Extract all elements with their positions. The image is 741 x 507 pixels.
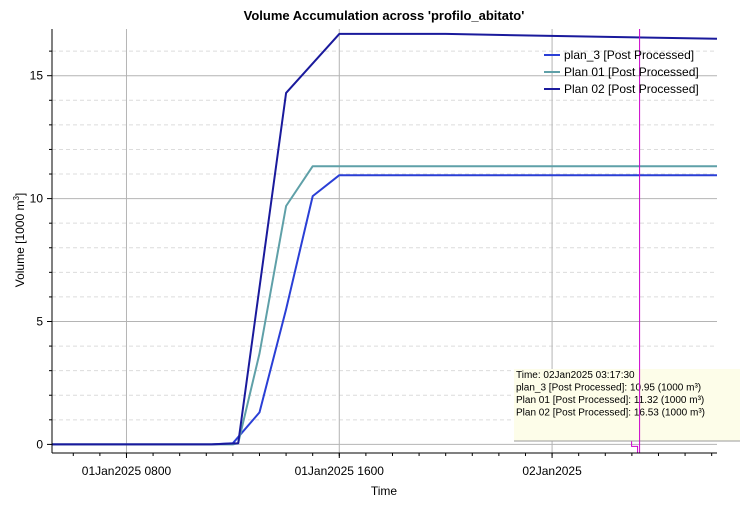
time-cursor-marker (631, 441, 639, 453)
legend-label-3[interactable]: Plan 02 [Post Processed] (564, 82, 699, 96)
y-tick-label: 5 (36, 314, 43, 328)
y-axis-label: Volume [1000 m3] (12, 193, 27, 288)
grid-layer (52, 29, 717, 453)
cursor-layer (631, 29, 641, 453)
legend-label-1[interactable]: plan_3 [Post Processed] (564, 48, 694, 62)
tooltip-plan01-line: Plan 01 [Post Processed]: 11.32 (1000 m³… (516, 395, 704, 406)
series-layer (52, 32, 718, 446)
tooltip-box (514, 369, 740, 441)
y-axis-label-superscript: 3 (12, 196, 21, 201)
y-axis-label-tail: ] (13, 193, 27, 196)
legend[interactable]: plan_3 [Post Processed] Plan 01 [Post Pro… (544, 48, 699, 96)
x-axis-label: Time (371, 484, 398, 498)
y-axis-label-main: Volume [1000 m (13, 201, 27, 288)
y-tick-label: 0 (36, 437, 43, 451)
x-tick-label: 01Jan2025 1600 (295, 464, 385, 478)
series-line-3 (52, 32, 718, 446)
chart-title: Volume Accumulation across 'profilo_abit… (244, 8, 525, 23)
y-tick-label: 10 (30, 192, 44, 206)
x-tick-label: 01Jan2025 0800 (82, 464, 172, 478)
tooltip-plan02-line: Plan 02 [Post Processed]: 16.53 (1000 m³… (516, 408, 705, 419)
tooltip-plan3-line: plan_3 [Post Processed]: 10.95 (1000 m³) (516, 383, 701, 394)
tooltip-layer: Time: 02Jan2025 03:17:30 plan_3 [Post Pr… (514, 369, 740, 442)
x-tick-label: 02Jan2025 (522, 464, 582, 478)
y-tick-label: 15 (30, 69, 44, 83)
axis-layer: 0 5 10 15 01Jan2025 0800 01Jan2025 1600 02Jan2… (30, 29, 717, 478)
legend-label-2[interactable]: Plan 01 [Post Processed] (564, 65, 699, 79)
tooltip-time-line: Time: 02Jan2025 03:17:30 (516, 370, 635, 381)
